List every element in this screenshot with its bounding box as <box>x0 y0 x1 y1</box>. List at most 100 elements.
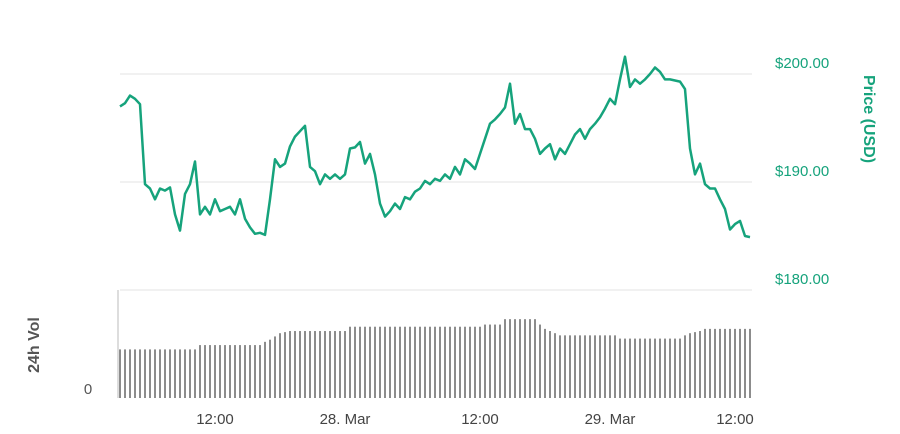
volume-bar <box>644 338 646 398</box>
volume-bar <box>514 319 516 398</box>
volume-bar <box>359 326 361 398</box>
y2-tick-label: 0 <box>84 381 92 398</box>
volume-bar <box>214 345 216 398</box>
volume-bar <box>399 326 401 398</box>
x-tick-label: 29. Mar <box>585 411 636 428</box>
volume-bar <box>454 326 456 398</box>
volume-bar <box>144 349 146 398</box>
volume-bar <box>409 326 411 398</box>
volume-bar <box>294 331 296 398</box>
x-tick-label: 12:00 <box>196 411 234 428</box>
volume-bar <box>134 349 136 398</box>
volume-bar <box>259 345 261 398</box>
volume-bar <box>534 319 536 398</box>
volume-bar <box>504 319 506 398</box>
volume-bar <box>154 349 156 398</box>
volume-bar <box>319 331 321 398</box>
volume-bar <box>694 332 696 398</box>
x-tick-label: 12:00 <box>461 411 499 428</box>
x-tick-label: 28. Mar <box>320 411 371 428</box>
volume-bar <box>304 331 306 398</box>
volume-bar <box>414 326 416 398</box>
volume-bar <box>394 326 396 398</box>
volume-bar <box>649 338 651 398</box>
volume-bar <box>434 326 436 398</box>
volume-bar <box>129 349 131 398</box>
volume-bar <box>239 345 241 398</box>
volume-bar <box>619 338 621 398</box>
volume-bar <box>329 331 331 398</box>
volume-bar <box>559 335 561 398</box>
volume-bar <box>584 335 586 398</box>
volume-bar <box>574 335 576 398</box>
volume-bar <box>389 326 391 398</box>
volume-bar <box>659 338 661 398</box>
volume-bar <box>429 326 431 398</box>
volume-bar <box>279 333 281 398</box>
x-tick-label: 12:00 <box>716 411 754 428</box>
volume-bar <box>339 331 341 398</box>
volume-bar <box>379 326 381 398</box>
volume-bar <box>404 326 406 398</box>
volume-bar <box>209 345 211 398</box>
y2-axis-label: 24h Vol <box>26 317 43 373</box>
volume-bar <box>704 328 706 398</box>
volume-bar <box>629 338 631 398</box>
volume-bar <box>444 326 446 398</box>
volume-bar <box>289 331 291 398</box>
volume-bar <box>604 335 606 398</box>
volume-bar <box>174 349 176 398</box>
volume-bar <box>564 335 566 398</box>
volume-bar <box>234 345 236 398</box>
volume-bar <box>729 328 731 398</box>
volume-bar <box>529 319 531 398</box>
volume-bar <box>599 335 601 398</box>
volume-bar <box>664 338 666 398</box>
volume-bar <box>549 331 551 398</box>
volume-bar <box>164 349 166 398</box>
volume-bar <box>689 333 691 398</box>
volume-bar <box>734 328 736 398</box>
volume-bar <box>724 328 726 398</box>
volume-bar <box>324 331 326 398</box>
price-line <box>119 55 751 239</box>
volume-bar <box>299 331 301 398</box>
volume-bar <box>189 349 191 398</box>
volume-bar <box>609 335 611 398</box>
volume-bar <box>349 326 351 398</box>
y-tick-label: $200.00 <box>775 55 829 72</box>
volume-bar <box>159 349 161 398</box>
volume-bar <box>224 345 226 398</box>
volume-bar <box>334 331 336 398</box>
volume-bar <box>739 328 741 398</box>
volume-bar <box>624 338 626 398</box>
volume-bar <box>474 326 476 398</box>
volume-bar <box>419 326 421 398</box>
volume-bar <box>309 331 311 398</box>
volume-bar <box>654 338 656 398</box>
volume-bar <box>119 349 121 398</box>
volume-bar <box>714 328 716 398</box>
volume-bar <box>744 328 746 398</box>
volume-bar <box>314 331 316 398</box>
volume-bar <box>219 345 221 398</box>
volume-bar <box>364 326 366 398</box>
volume-bar <box>124 349 126 398</box>
volume-bar <box>509 319 511 398</box>
volume-bar <box>719 328 721 398</box>
volume-bar <box>749 328 751 398</box>
volume-bar <box>284 332 286 398</box>
volume-bar <box>554 333 556 398</box>
volume-bar <box>354 326 356 398</box>
volume-bar <box>594 335 596 398</box>
volume-bar <box>579 335 581 398</box>
volume-bar <box>229 345 231 398</box>
volume-bar <box>669 338 671 398</box>
volume-bar <box>149 349 151 398</box>
volume-bar <box>169 349 171 398</box>
volume-bar <box>344 331 346 398</box>
volume-bar <box>544 328 546 398</box>
volume-bar <box>449 326 451 398</box>
volume-bar <box>519 319 521 398</box>
